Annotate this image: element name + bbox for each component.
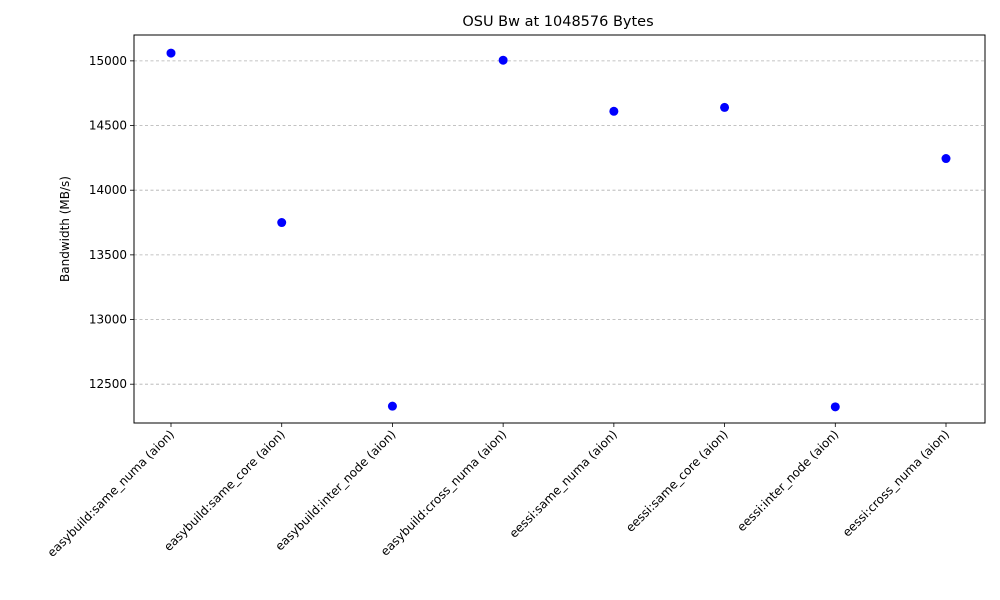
plot-area <box>133 34 986 424</box>
y-tick-label: 12500 <box>89 377 127 391</box>
data-point <box>387 401 397 411</box>
x-tick-label: easybuild:cross_numa (aion) <box>378 427 509 558</box>
data-point <box>720 102 730 112</box>
x-tick-label: eessi:same_core (aion) <box>623 427 731 535</box>
data-point <box>941 154 951 164</box>
x-tick-label: easybuild:same_numa (aion) <box>45 427 178 560</box>
y-tick-label: 13000 <box>89 313 127 327</box>
x-tick-label: eessi:inter_node (aion) <box>734 427 841 534</box>
y-axis-label: Bandwidth (MB/s) <box>58 176 72 282</box>
x-tick-label: eessi:same_numa (aion) <box>507 427 620 540</box>
data-point <box>166 48 176 58</box>
grid-lines <box>134 60 985 385</box>
data-point <box>830 402 840 412</box>
x-tick-label: easybuild:same_core (aion) <box>161 427 288 554</box>
data-point <box>277 218 287 228</box>
y-tick-label: 14000 <box>89 183 127 197</box>
data-point <box>609 106 619 116</box>
y-axis: 12500 13000 13500 14000 14500 15000 <box>89 54 134 391</box>
data-points <box>166 48 951 412</box>
y-tick-label: 13500 <box>89 248 127 262</box>
x-axis: easybuild:same_numa (aion)easybuild:same… <box>45 423 952 560</box>
chart-title: OSU Bw at 1048576 Bytes <box>462 14 653 30</box>
data-point <box>498 55 508 65</box>
y-tick-label: 14500 <box>89 119 127 133</box>
x-tick-label: eessi:cross_numa (aion) <box>840 427 952 539</box>
y-tick-label: 15000 <box>89 54 127 68</box>
x-tick-label: easybuild:inter_node (aion) <box>272 427 398 553</box>
